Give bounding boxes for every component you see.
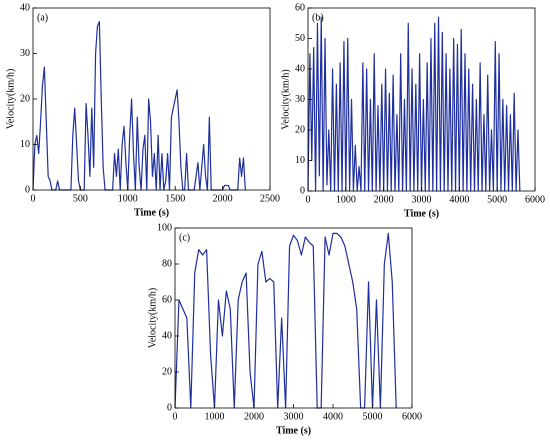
x-tick-label: 1000 [205, 411, 225, 422]
y-tick-label: 20 [20, 93, 30, 104]
x-tick-label: 1500 [165, 193, 185, 204]
x-tick-label: 6000 [525, 194, 545, 205]
y-tick-label: 60 [295, 2, 305, 13]
velocity-line [32, 21, 246, 191]
x-tick-label: 3000 [412, 194, 432, 205]
x-tick-label: 4000 [449, 194, 469, 205]
x-tick-label: 3000 [284, 411, 304, 422]
y-tick-label: 0 [25, 184, 30, 195]
x-tick-label: 0 [306, 194, 311, 205]
y-tick-label: 40 [162, 330, 172, 341]
y-tick-label: 40 [295, 63, 305, 74]
x-axis-label: Time (s) [134, 207, 169, 218]
y-tick-label: 20 [295, 124, 305, 135]
x-tick-label: 6000 [402, 411, 422, 422]
panel-label: (c) [179, 232, 190, 243]
x-tick-label: 500 [73, 193, 88, 204]
y-tick-label: 30 [20, 48, 30, 59]
y-tick-label: 10 [295, 155, 305, 166]
y-tick-label: 0 [167, 402, 172, 413]
x-tick-label: 2000 [374, 194, 394, 205]
x-tick-label: 1000 [118, 193, 138, 204]
y-axis-label: Velocity(km/h) [280, 69, 291, 130]
y-tick-label: 50 [295, 33, 305, 44]
y-tick-label: 30 [295, 94, 305, 105]
y-axis-label: Velocity(km/h) [147, 288, 158, 349]
x-axis-label: Time (s) [404, 208, 439, 219]
velocity-line [174, 232, 397, 409]
y-tick-label: 10 [20, 139, 30, 150]
y-tick-label: 60 [162, 294, 172, 305]
x-tick-label: 2500 [260, 193, 280, 204]
x-tick-label: 2000 [213, 193, 233, 204]
x-tick-label: 4000 [323, 411, 343, 422]
x-tick-label: 0 [173, 411, 178, 422]
y-tick-label: 40 [20, 2, 30, 13]
y-tick-label: 0 [300, 185, 305, 196]
x-tick-label: 0 [31, 193, 36, 204]
x-tick-label: 2000 [244, 411, 264, 422]
y-axis-label: Velocity(km/h) [5, 69, 16, 130]
y-tick-label: 100 [157, 222, 172, 233]
plot-frame [174, 227, 413, 409]
x-tick-label: 1000 [336, 194, 356, 205]
x-tick-label: 5000 [363, 411, 383, 422]
x-tick-label: 5000 [487, 194, 507, 205]
velocity-line [307, 16, 521, 192]
y-tick-label: 80 [162, 258, 172, 269]
x-axis-label: Time (s) [276, 425, 311, 436]
panel-label: (b) [312, 12, 324, 23]
y-tick-label: 20 [162, 366, 172, 377]
panel-label: (a) [37, 12, 48, 23]
